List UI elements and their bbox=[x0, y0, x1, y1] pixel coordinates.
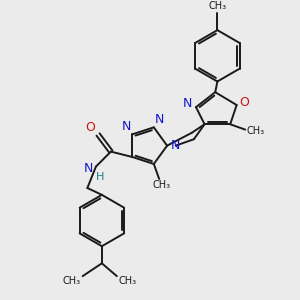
Text: N: N bbox=[154, 113, 164, 126]
Text: CH₃: CH₃ bbox=[63, 277, 81, 286]
Text: N: N bbox=[171, 139, 180, 152]
Text: N: N bbox=[84, 162, 93, 175]
Text: N: N bbox=[122, 120, 132, 133]
Text: CH₃: CH₃ bbox=[118, 277, 136, 286]
Text: N: N bbox=[183, 98, 192, 110]
Text: CH₃: CH₃ bbox=[152, 180, 170, 190]
Text: O: O bbox=[239, 96, 249, 110]
Text: O: O bbox=[85, 121, 95, 134]
Text: CH₃: CH₃ bbox=[247, 126, 265, 136]
Text: CH₃: CH₃ bbox=[208, 1, 226, 10]
Text: H: H bbox=[96, 172, 104, 182]
